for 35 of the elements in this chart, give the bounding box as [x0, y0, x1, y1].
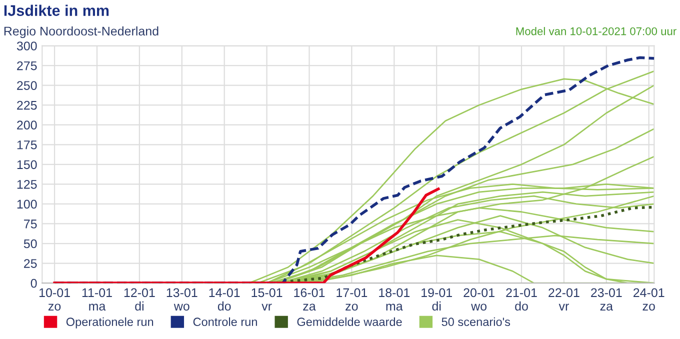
chart-subtitle: Regio Noordoost-Nederland [4, 26, 158, 38]
y-tick-label: 125 [17, 180, 37, 189]
y-tick-label: 150 [17, 160, 37, 170]
legend-label: 50 scenario's [442, 317, 510, 326]
x-tick-label: 14-01 do [209, 288, 240, 311]
y-tick-label: 225 [17, 100, 37, 110]
x-tick-label: 22-01 vr [548, 288, 580, 310]
x-tick-label: 23-01 za [591, 288, 622, 311]
y-tick-label: 250 [17, 81, 37, 90]
x-tick-label: 12-01 di [124, 288, 155, 311]
legend-label: Gemiddelde waarde [297, 317, 402, 326]
x-tick-label: 13-01 wo [166, 288, 198, 311]
text: Model van 10-01-2021 07:00 uur [516, 27, 676, 36]
y-tick-label: 25 [24, 259, 37, 268]
y-tick-label: 0 [30, 278, 37, 288]
x-tick-label: 19-01 di [422, 288, 452, 311]
x-tick-label: 20-01 wo [464, 288, 494, 311]
y-tick-label: 275 [17, 61, 37, 70]
x-tick-label: 21-01 do [506, 288, 537, 311]
legend-label: Controle run [193, 317, 257, 326]
y-tick-label: 200 [17, 120, 37, 130]
x-tick-label: 10-01 zo [40, 288, 70, 311]
y-tick-label: 175 [17, 140, 37, 150]
x-tick-label: 16-01 za [294, 288, 325, 311]
x-tick-label: 11-01 ma [82, 288, 112, 311]
x-tick-label: 17-01 zo [336, 288, 368, 311]
x-tick-label: 24-01 zo [634, 288, 664, 311]
chart-title: IJsdikte in mm [4, 4, 109, 16]
x-tick-label: 15-01 vr [252, 288, 282, 310]
y-tick-label: 75 [24, 220, 37, 228]
legend-label: Operationele run [66, 317, 154, 328]
y-tick-label: 100 [17, 200, 37, 209]
y-tick-label: 300 [16, 42, 37, 50]
y-tick-label: 50 [24, 239, 37, 248]
x-tick-label: 18-01 ma [379, 288, 410, 311]
